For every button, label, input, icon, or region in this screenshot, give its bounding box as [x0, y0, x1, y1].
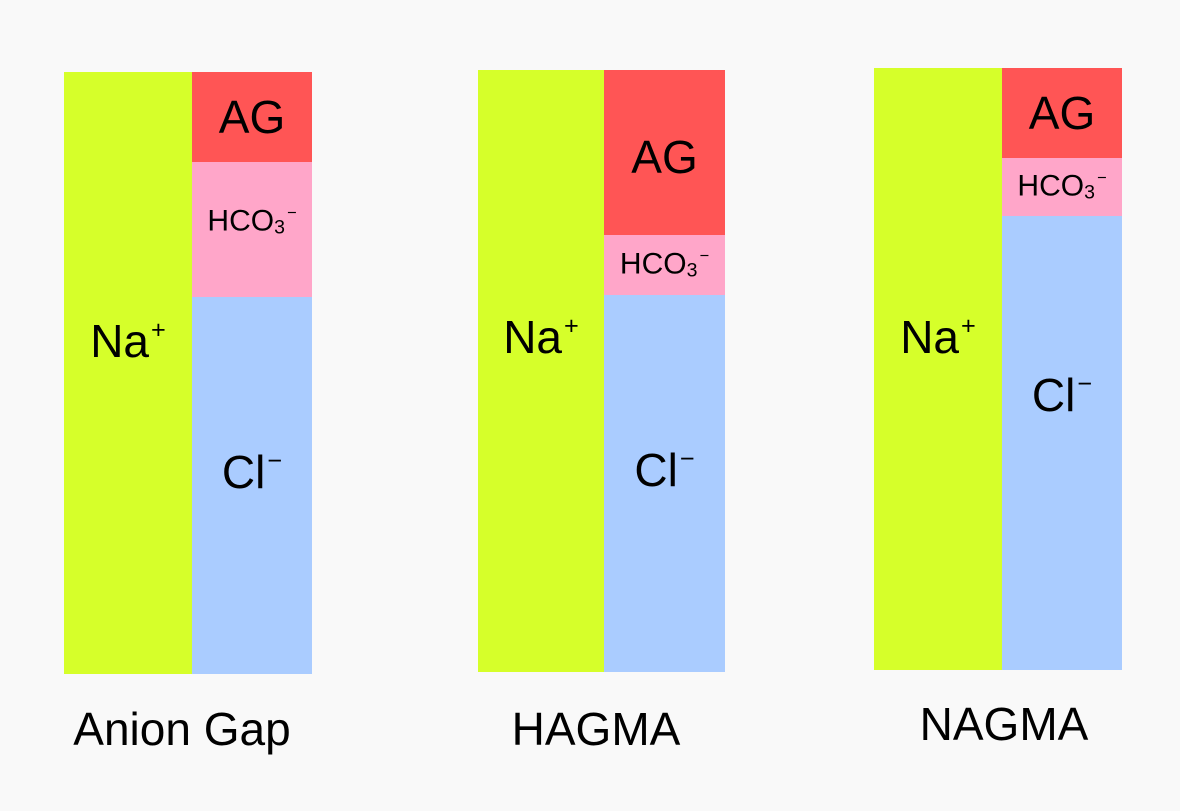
- sodium-label: Na+: [503, 311, 579, 363]
- sodium-label: Na+: [900, 311, 976, 363]
- chloride-label: Cl−: [221, 446, 283, 498]
- panel-nagma-chloride-block: Cl−: [1002, 216, 1122, 670]
- panel-title-hagma: HAGMA: [511, 703, 681, 755]
- ag-label: AG: [218, 91, 286, 143]
- panel-hagma-bicarbonate-block: HCO3−: [604, 235, 725, 295]
- panel-hagma-chloride-block: Cl−: [604, 295, 725, 672]
- panel-anion-gap-sodium-block: Na+: [64, 72, 192, 674]
- panel-anion-gap-ag-block: AG: [192, 72, 312, 162]
- chloride-label: Cl−: [634, 444, 695, 496]
- ag-label: AG: [631, 131, 698, 183]
- bicarbonate-label: HCO3−: [207, 204, 297, 239]
- bicarbonate-label: HCO3−: [1017, 169, 1107, 204]
- panel-nagma-ag-block: AG: [1002, 68, 1122, 158]
- panel-hagma-ag-block: AG: [604, 70, 725, 235]
- chloride-label: Cl−: [1031, 369, 1093, 421]
- panel-title-anion-gap: Anion Gap: [73, 703, 291, 755]
- panel-anion-gap-bicarbonate-block: HCO3−: [192, 162, 312, 297]
- panel-hagma-sodium-block: Na+: [478, 70, 604, 672]
- panel-nagma-sodium-block: Na+: [874, 68, 1002, 670]
- panel-title-nagma: NAGMA: [919, 698, 1089, 750]
- panel-anion-gap-chloride-block: Cl−: [192, 297, 312, 674]
- panel-nagma-bicarbonate-block: HCO3−: [1002, 158, 1122, 216]
- ag-label: AG: [1028, 87, 1096, 139]
- sodium-label: Na+: [90, 315, 166, 367]
- bicarbonate-label: HCO3−: [619, 247, 710, 282]
